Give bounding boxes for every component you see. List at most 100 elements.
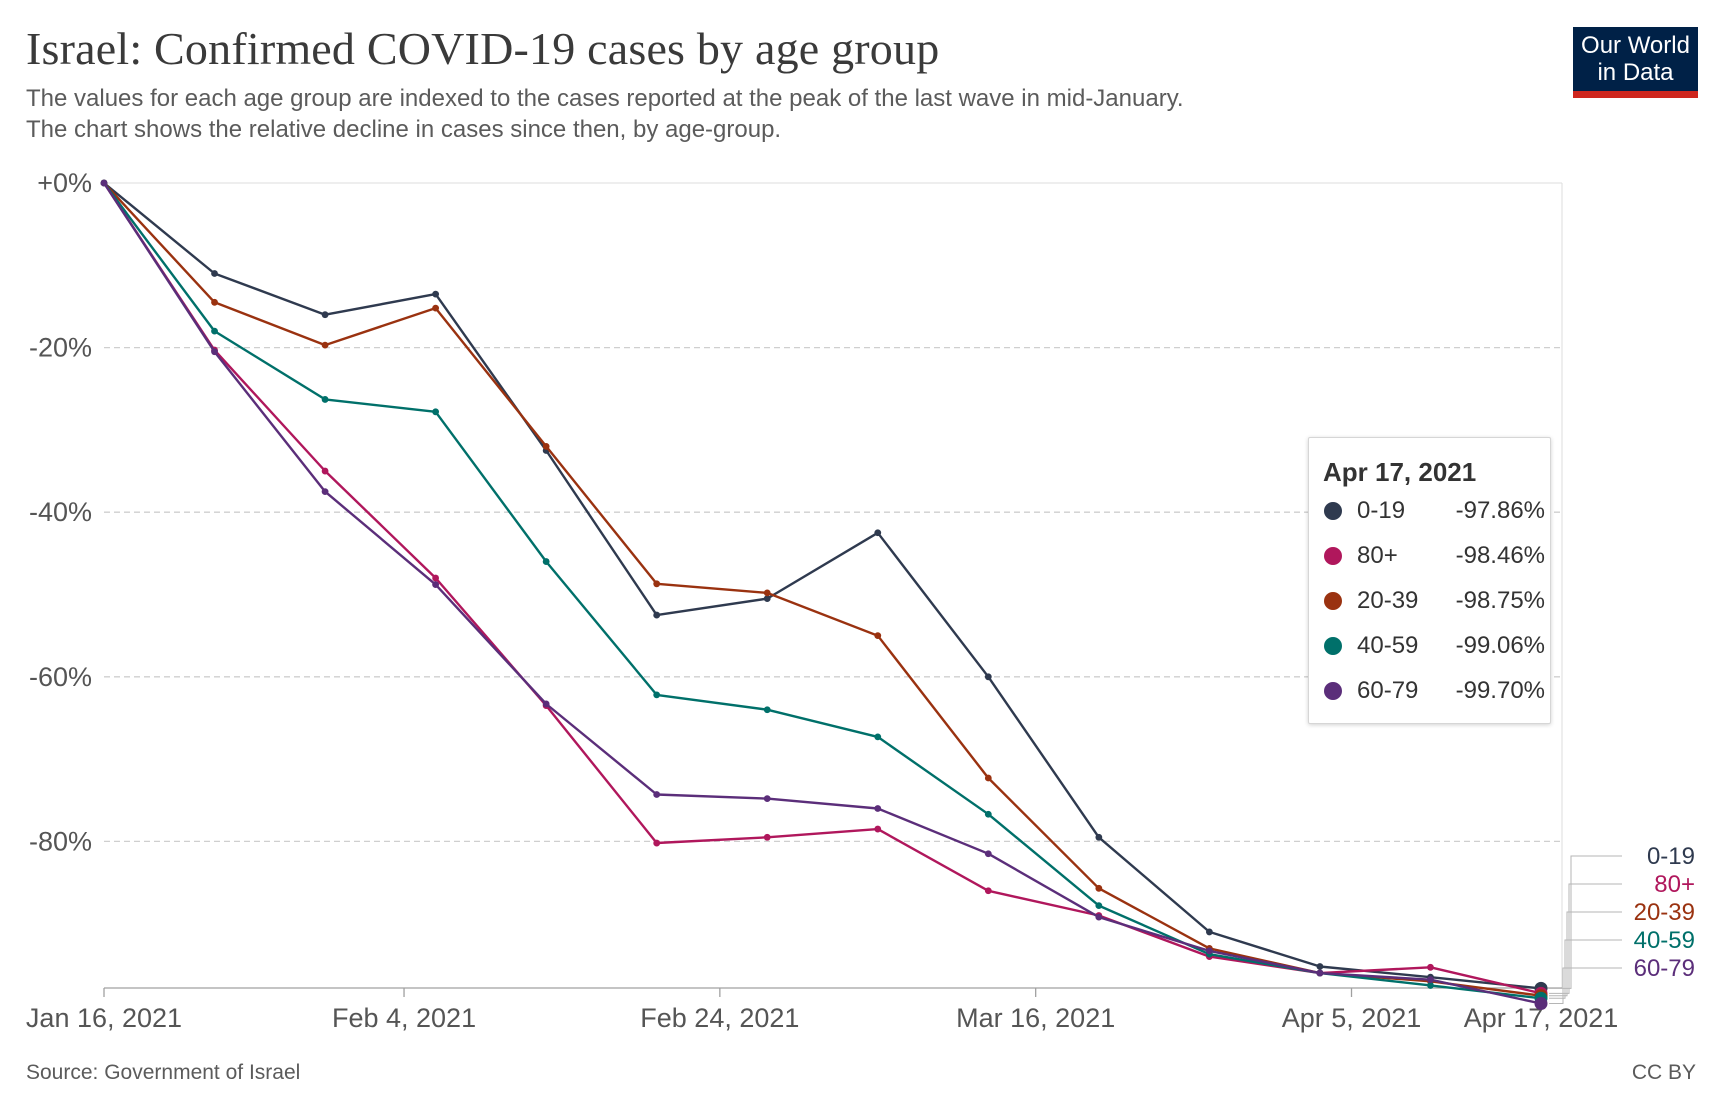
hover-tooltip: Apr 17, 2021 0-19 -97.86% 80+ -98.46% 20-39 -… xyxy=(1308,437,1551,724)
series-point xyxy=(874,825,882,833)
series-line-0-19 xyxy=(103,182,1542,990)
end-label-connector xyxy=(1549,883,1622,994)
series-point xyxy=(432,304,440,312)
series-line-60-79 xyxy=(102,182,1542,1005)
series-point xyxy=(984,850,992,858)
series-point xyxy=(1316,963,1324,970)
end-label-0-19: 0-19 xyxy=(1647,843,1695,870)
tooltip-series-value: -99.70% xyxy=(1455,677,1545,704)
x-tick-label: Mar 16, 2021 xyxy=(956,1003,1115,1033)
subtitle-line-1: The values for each age group are indexe… xyxy=(26,85,1184,112)
series-point xyxy=(1205,928,1213,936)
tooltip-row: 60-79 -99.70% xyxy=(1323,676,1545,706)
series-point xyxy=(874,632,882,640)
tooltip-series-label: 40-59 xyxy=(1357,632,1419,659)
tooltip-series-value: -99.06% xyxy=(1455,632,1545,659)
y-tick-label: -40% xyxy=(29,497,92,527)
tooltip-series-label: 0-19 xyxy=(1357,497,1406,524)
y-tick-label: -20% xyxy=(29,333,92,363)
tooltip-series-dot xyxy=(1324,502,1342,520)
end-label-80+: 80+ xyxy=(1654,871,1695,898)
series-point xyxy=(1095,913,1103,921)
tooltip-date: Apr 17, 2021 xyxy=(1323,457,1477,487)
tooltip-row: 20-39 -98.75% xyxy=(1323,586,1545,616)
series-point xyxy=(653,791,661,798)
tooltip-series-value: -97.86% xyxy=(1455,497,1545,524)
tooltip-series-label: 60-79 xyxy=(1357,677,1419,704)
series-point xyxy=(321,396,329,403)
series-point xyxy=(542,442,550,450)
y-tick-label: -60% xyxy=(29,662,92,692)
series-point xyxy=(211,270,218,277)
series-point xyxy=(1095,902,1103,909)
series-point xyxy=(321,467,329,475)
x-tick-label: Apr 5, 2021 xyxy=(1282,1003,1422,1033)
series-point xyxy=(211,327,218,335)
end-label-20-39: 20-39 xyxy=(1634,899,1695,926)
series-point xyxy=(763,833,771,841)
series-point xyxy=(984,673,992,681)
logo-line-2: in Data xyxy=(1597,59,1674,86)
logo-accent-bar xyxy=(1573,91,1698,98)
end-label-connector xyxy=(1549,855,1622,989)
series-point xyxy=(653,611,661,619)
series-point xyxy=(432,574,440,582)
series-point xyxy=(653,691,661,699)
series-point xyxy=(763,795,771,803)
end-label-connector xyxy=(1549,939,1622,999)
series-point xyxy=(984,887,992,895)
series-point xyxy=(432,408,440,416)
series-point xyxy=(984,774,992,782)
source-note[interactable]: Source: Government of Israel xyxy=(26,1061,301,1084)
series-point xyxy=(763,595,771,603)
end-label-connector xyxy=(1549,967,1622,1005)
logo-line-1: Our World xyxy=(1581,32,1690,59)
tooltip-row: 40-59 -99.06% xyxy=(1323,631,1545,661)
series-point xyxy=(542,558,550,565)
series-point xyxy=(763,706,771,714)
series-point xyxy=(1316,969,1324,977)
series-point xyxy=(653,580,661,588)
tooltip-series-dot xyxy=(1324,682,1342,700)
series-point xyxy=(984,810,992,818)
tooltip-row: 0-19 -97.86% xyxy=(1323,496,1545,526)
chart-subtitle: The values for each age group are indexe… xyxy=(26,83,1326,145)
series-point xyxy=(1427,982,1434,989)
subtitle-line-2: The chart shows the relative decline in … xyxy=(26,116,782,143)
tooltip-series-dot xyxy=(1324,592,1342,610)
series-point xyxy=(1427,963,1434,971)
end-label-40-59: 40-59 xyxy=(1634,927,1695,954)
tooltip-series-value: -98.75% xyxy=(1455,587,1545,614)
series-point xyxy=(1534,997,1548,1011)
series-point xyxy=(1427,976,1434,984)
series-point xyxy=(321,311,329,319)
series-point xyxy=(542,700,550,708)
series-point xyxy=(874,805,882,812)
x-tick-label: Feb 4, 2021 xyxy=(332,1003,476,1033)
x-tick-label: Feb 24, 2021 xyxy=(640,1003,799,1033)
series-point xyxy=(432,290,440,298)
series-point xyxy=(1095,884,1103,892)
series-point xyxy=(874,733,882,741)
end-label-connector xyxy=(1549,911,1622,997)
series-point xyxy=(100,179,108,187)
series-point xyxy=(211,348,218,356)
tooltip-series-label: 20-39 xyxy=(1357,587,1419,614)
series-point xyxy=(432,581,440,589)
license-label[interactable]: CC BY xyxy=(1631,1061,1696,1084)
series-point xyxy=(653,839,661,847)
tooltip-row: 80+ -98.46% xyxy=(1323,541,1545,571)
series-point xyxy=(1205,947,1213,955)
series-point xyxy=(763,589,771,597)
tooltip-series-dot xyxy=(1324,637,1342,655)
series-point xyxy=(874,529,882,537)
series-point xyxy=(211,298,218,306)
y-tick-label: +0% xyxy=(37,168,92,198)
series-point xyxy=(321,488,329,496)
tooltip-series-dot xyxy=(1324,547,1342,565)
series-point xyxy=(321,341,329,349)
tooltip-series-value: -98.46% xyxy=(1455,542,1545,569)
owid-logo[interactable]: Our World in Data xyxy=(1573,27,1698,97)
series-point xyxy=(1095,833,1103,841)
